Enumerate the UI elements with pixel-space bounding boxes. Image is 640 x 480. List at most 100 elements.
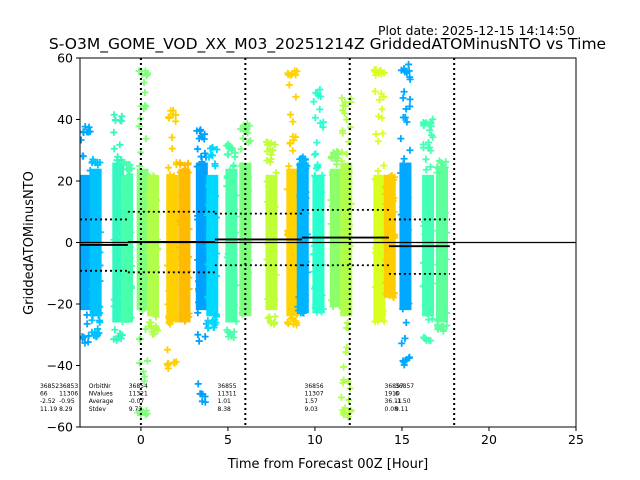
- data-point: [391, 231, 399, 239]
- y-tick-label: −20: [47, 297, 73, 312]
- data-point: [405, 60, 413, 68]
- data-point: [429, 115, 437, 123]
- data-point: [240, 245, 248, 253]
- data-point: [179, 286, 187, 294]
- data-point: [376, 67, 384, 75]
- data-point: [379, 129, 387, 137]
- data-column: [134, 67, 151, 419]
- data-point: [264, 314, 272, 322]
- data-point: [166, 171, 174, 179]
- data-point: [315, 253, 323, 261]
- data-point: [302, 297, 310, 305]
- data-point: [382, 279, 390, 287]
- data-point: [210, 232, 218, 240]
- data-point: [316, 183, 324, 191]
- data-point: [166, 246, 174, 254]
- data-point: [344, 413, 352, 421]
- stats-value: 11.19: [40, 406, 57, 413]
- data-point: [167, 213, 175, 221]
- data-point: [341, 296, 349, 304]
- data-point: [153, 196, 161, 204]
- data-point: [211, 162, 219, 170]
- data-point: [209, 143, 217, 151]
- data-point: [311, 151, 319, 159]
- data-point: [112, 116, 120, 124]
- data-point: [152, 313, 160, 321]
- data-point: [406, 95, 414, 103]
- data-point: [177, 253, 185, 261]
- data-point: [118, 293, 126, 301]
- data-point: [240, 209, 248, 217]
- data-point: [245, 269, 253, 277]
- data-point: [318, 291, 326, 299]
- data-point: [92, 282, 100, 290]
- data-point: [237, 145, 245, 153]
- data-point: [135, 122, 143, 130]
- data-point: [83, 320, 91, 328]
- data-point: [401, 334, 409, 342]
- data-point: [400, 88, 408, 96]
- data-point: [441, 209, 449, 217]
- stats-value: 11321: [129, 391, 148, 398]
- data-point: [203, 293, 211, 301]
- data-point: [268, 273, 276, 281]
- data-point: [91, 276, 99, 284]
- data-point: [243, 257, 251, 265]
- data-point: [171, 289, 179, 297]
- data-point: [149, 173, 157, 181]
- data-point: [168, 145, 176, 153]
- data-point: [243, 297, 251, 305]
- data-point: [425, 120, 433, 128]
- y-tick-label: −60: [47, 420, 73, 435]
- stats-value: 36856: [305, 383, 324, 390]
- data-point: [136, 359, 144, 367]
- data-point: [385, 220, 393, 228]
- data-point: [404, 194, 412, 202]
- data-point: [118, 318, 126, 326]
- data-point: [163, 346, 171, 354]
- data-point: [421, 302, 429, 310]
- data-point: [212, 272, 220, 280]
- data-point: [429, 133, 437, 141]
- data-point: [139, 368, 147, 376]
- data-point: [87, 285, 95, 293]
- data-point: [422, 201, 430, 209]
- data-point: [195, 134, 203, 142]
- data-point: [122, 283, 130, 291]
- axes-layer: 0 5 10 15 20 25 −60 −40 −20 0 20 40 60: [47, 51, 584, 448]
- stats-value: 8.29: [59, 406, 73, 413]
- stats-value: 0.08: [385, 406, 399, 413]
- data-point: [298, 226, 306, 234]
- stat-lines-layer: [80, 58, 576, 427]
- data-point: [145, 187, 153, 195]
- data-point: [153, 209, 161, 217]
- data-point: [123, 165, 131, 173]
- data-point: [182, 203, 190, 211]
- data-point: [264, 183, 272, 191]
- data-point: [318, 188, 326, 196]
- data-point: [437, 298, 445, 306]
- x-tick-label: 25: [568, 432, 584, 447]
- data-point: [137, 186, 145, 194]
- data-point: [318, 171, 326, 179]
- data-point: [150, 245, 158, 253]
- stats-header-label: Stdev: [89, 406, 107, 413]
- stats-header-label: Average: [89, 398, 114, 405]
- data-point: [439, 192, 447, 200]
- data-point: [422, 335, 430, 343]
- data-point: [399, 94, 407, 102]
- data-point: [425, 316, 433, 324]
- data-point: [303, 268, 311, 276]
- data-point: [197, 194, 205, 202]
- data-point: [194, 256, 202, 264]
- data-point: [399, 305, 407, 313]
- data-point: [388, 283, 396, 291]
- data-point: [110, 128, 118, 136]
- data-point: [164, 164, 172, 172]
- data-point: [371, 283, 379, 291]
- data-point: [310, 250, 318, 258]
- data-point: [338, 157, 346, 165]
- data-point: [81, 296, 89, 304]
- data-point: [172, 117, 180, 125]
- data-point: [179, 228, 187, 236]
